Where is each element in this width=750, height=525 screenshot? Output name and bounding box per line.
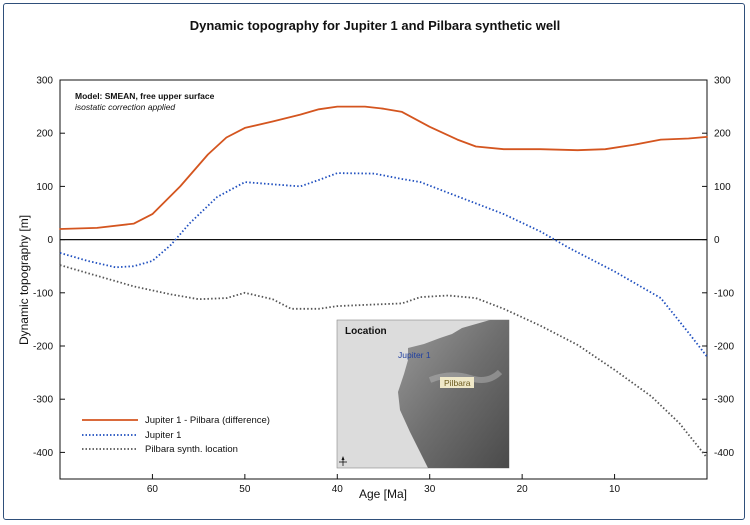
x-tick-label: 20 <box>517 484 529 495</box>
x-axis-label: Age [Ma] <box>359 487 407 501</box>
y-tick-label-right: -200 <box>714 342 734 353</box>
y-tick-label-right: -100 <box>714 288 734 299</box>
x-tick-label: 40 <box>332 484 344 495</box>
x-tick-label: 30 <box>424 484 436 495</box>
inset-label-pilbara: Pilbara <box>444 378 471 388</box>
y-tick-label-left: -100 <box>33 288 53 299</box>
y-tick-label-right: 200 <box>714 129 731 140</box>
legend-label-pilbara: Pilbara synth. location <box>145 444 238 455</box>
legend-label-difference: Jupiter 1 - Pilbara (difference) <box>145 415 270 426</box>
y-tick-label-left: 100 <box>36 182 53 193</box>
y-axis-label: Dynamic topography [m] <box>17 215 31 345</box>
series-line-pilbara <box>59 264 708 459</box>
y-tick-label-left: 0 <box>47 235 53 246</box>
y-tick-label-left: 300 <box>36 76 53 87</box>
series-line-difference <box>59 105 708 230</box>
correction-annotation: isostatic correction applied <box>75 102 175 112</box>
location-inset: Location Jupiter 1 Pilbara <box>336 319 510 469</box>
legend: Jupiter 1 - Pilbara (difference) Jupiter… <box>82 415 270 455</box>
y-tick-label-right: -400 <box>714 448 734 459</box>
plot-area <box>59 79 708 480</box>
y-tick-label-right: 0 <box>714 235 720 246</box>
chart-title: Dynamic topography for Jupiter 1 and Pil… <box>189 18 561 33</box>
model-annotation: Model: SMEAN, free upper surface <box>75 91 215 101</box>
australia-landmass <box>398 320 509 468</box>
inset-title: Location <box>345 326 387 337</box>
legend-label-jupiter: Jupiter 1 <box>145 430 181 441</box>
y-tick-label-left: -200 <box>33 342 53 353</box>
y-tick-label-left: -400 <box>33 448 53 459</box>
x-tick-label: 10 <box>609 484 621 495</box>
pilbara-label-box <box>440 377 474 388</box>
y-tick-label-right: 300 <box>714 76 731 87</box>
north-arrow-icon <box>339 456 347 466</box>
y-tick-label-left: 200 <box>36 129 53 140</box>
y-tick-label-left: -300 <box>33 395 53 406</box>
x-tick-label: 50 <box>239 484 251 495</box>
y-tick-label-right: 100 <box>714 182 731 193</box>
series-lines <box>59 105 708 459</box>
inset-label-jupiter: Jupiter 1 <box>398 350 431 360</box>
y-tick-label-right: -300 <box>714 395 734 406</box>
x-tick-label: 60 <box>147 484 159 495</box>
axis-ticks: 300 300 200 200 100 100 0 0 -100 -100 -200 -200 -300… <box>33 76 734 496</box>
